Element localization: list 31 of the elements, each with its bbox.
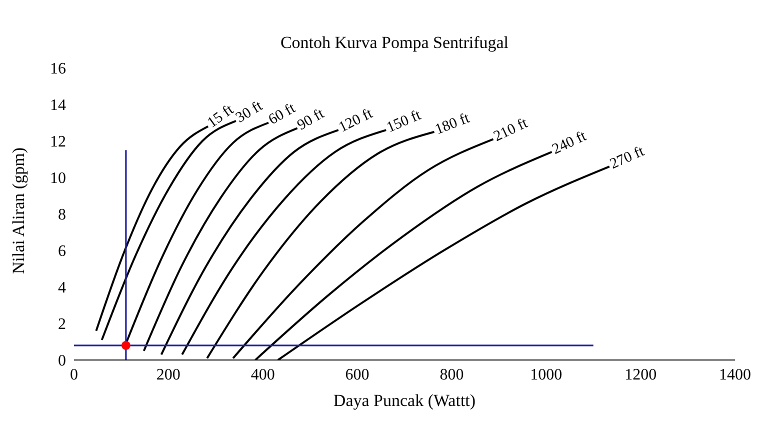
y-tick-label: 2 [58, 316, 66, 334]
chart-title: Contoh Kurva Pompa Sentrifugal [280, 33, 509, 52]
x-tick-label: 600 [345, 366, 370, 384]
x-tick-label: 800 [440, 366, 464, 384]
text: 90 ft [294, 106, 328, 134]
line-series [160, 129, 340, 356]
y-tick-label: 14 [50, 97, 66, 114]
y-tick-label: 16 [50, 60, 66, 78]
text: 240 ft [550, 128, 590, 158]
y-tick-label: 10 [50, 170, 66, 188]
text: 210 ft [491, 115, 531, 146]
line-series [142, 127, 298, 352]
x-tick-label: 1400 [719, 366, 751, 384]
text: 120 ft [336, 105, 376, 136]
y-axis-title: Nilai Aliran (gpm) [9, 147, 28, 274]
text: 270 ft [608, 143, 648, 173]
text: 180 ft [433, 110, 473, 138]
y-tick-label: 0 [58, 352, 66, 370]
line-series [95, 125, 210, 332]
y-tick-label: 4 [58, 280, 66, 297]
x-tick-label: 1000 [530, 366, 562, 384]
x-tick-label: 1200 [624, 366, 657, 384]
x-tick-label: 200 [156, 366, 180, 384]
text: 150 ft [384, 107, 424, 136]
y-tick-label: 8 [58, 206, 66, 224]
x-tick-label: 0 [70, 366, 78, 384]
y-tick-label: 6 [58, 243, 66, 260]
y-tick-label: 12 [50, 134, 66, 151]
text: 30 ft [233, 98, 266, 126]
x-axis-title: Daya Puncak (Wattt) [333, 391, 476, 410]
x-tick-label: 400 [250, 366, 275, 384]
